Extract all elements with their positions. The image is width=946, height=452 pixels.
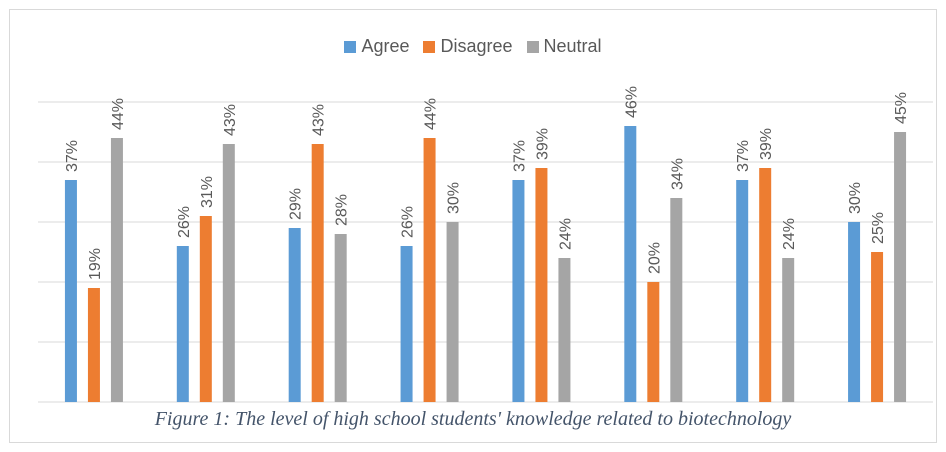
data-label-neutral-4: 30%	[446, 182, 463, 214]
legend-item-agree: Agree	[344, 36, 409, 57]
bar-disagree-5	[535, 168, 548, 402]
bar-agree-1	[64, 180, 77, 402]
legend-label-neutral: Neutral	[543, 36, 602, 56]
data-label-disagree-4: 44%	[423, 98, 440, 130]
data-label-neutral-2: 43%	[222, 104, 239, 136]
bar-disagree-8	[871, 252, 884, 402]
bar-neutral-6	[670, 198, 683, 402]
bar-disagree-2	[199, 216, 212, 402]
legend-swatch-neutral	[526, 40, 539, 53]
legend-label-disagree: Disagree	[440, 36, 513, 56]
data-label-disagree-3: 43%	[311, 104, 328, 136]
bar-neutral-2	[222, 144, 235, 402]
data-label-agree-6: 46%	[623, 86, 640, 118]
bar-neutral-5	[558, 258, 571, 402]
bar-neutral-3	[334, 234, 347, 402]
data-label-agree-3: 29%	[288, 188, 305, 220]
data-label-neutral-8: 45%	[893, 92, 910, 124]
bar-disagree-4	[423, 138, 436, 402]
bar-agree-7	[736, 180, 749, 402]
data-label-agree-8: 30%	[847, 182, 864, 214]
data-label-disagree-1: 19%	[87, 248, 104, 280]
data-label-disagree-6: 20%	[646, 242, 663, 274]
bar-agree-3	[288, 228, 301, 402]
data-label-disagree-8: 25%	[870, 212, 887, 244]
bar-agree-5	[512, 180, 525, 402]
bar-neutral-1	[110, 138, 123, 402]
bar-agree-4	[400, 246, 413, 402]
legend-swatch-disagree	[423, 40, 436, 53]
bar-disagree-1	[87, 288, 100, 402]
data-labels: 37% 19% 44% 26% 31% 43% 29% 43% 28% 26% 44% 30% 37% 3…	[64, 86, 910, 280]
data-label-agree-4: 26%	[400, 206, 417, 238]
bar-disagree-7	[759, 168, 772, 402]
data-label-agree-5: 37%	[511, 140, 528, 172]
data-label-neutral-3: 28%	[334, 194, 351, 226]
data-label-agree-7: 37%	[735, 140, 752, 172]
data-label-neutral-7: 24%	[781, 218, 798, 250]
legend-swatch-agree	[344, 40, 357, 53]
bar-neutral-7	[782, 258, 795, 402]
data-label-neutral-5: 24%	[557, 218, 574, 250]
data-label-neutral-6: 34%	[669, 158, 686, 190]
legend-item-disagree: Disagree	[423, 36, 513, 57]
bar-agree-2	[176, 246, 189, 402]
bars	[64, 126, 907, 402]
bar-neutral-8	[894, 132, 907, 402]
legend-item-neutral: Neutral	[526, 36, 602, 57]
legend-label-agree: Agree	[361, 36, 410, 56]
bar-neutral-4	[446, 222, 459, 402]
data-label-disagree-5: 39%	[534, 128, 551, 160]
data-label-agree-2: 26%	[176, 206, 193, 238]
data-label-disagree-2: 31%	[199, 176, 216, 208]
data-label-neutral-1: 44%	[110, 98, 127, 130]
bar-disagree-6	[647, 282, 660, 402]
bar-agree-6	[624, 126, 637, 402]
legend: Agree Disagree Neutral	[0, 36, 946, 57]
gridlines	[38, 101, 933, 403]
bar-agree-8	[848, 222, 861, 402]
data-label-disagree-7: 39%	[758, 128, 775, 160]
data-label-agree-1: 37%	[64, 140, 81, 172]
bar-disagree-3	[311, 144, 324, 402]
figure-caption: Figure 1: The level of high school stude…	[154, 408, 792, 430]
